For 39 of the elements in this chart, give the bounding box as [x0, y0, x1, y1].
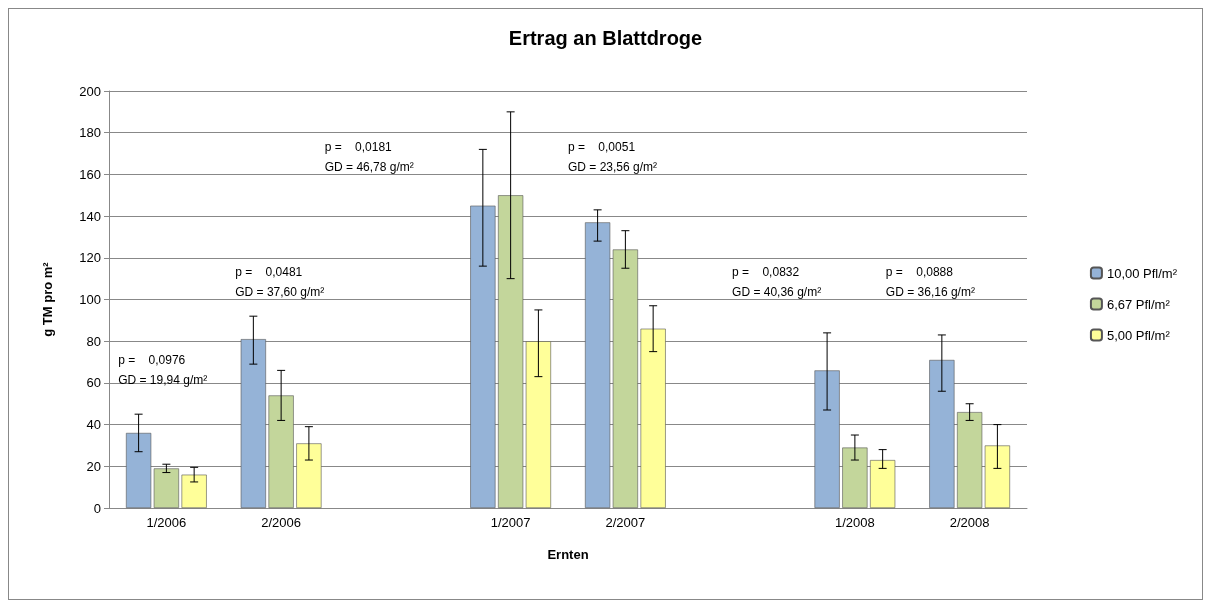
x-tick-label: 1/2008 [834, 515, 875, 530]
bar [240, 339, 266, 508]
annotation: p = 0,0051 GD = 23,56 g/m² [568, 139, 658, 174]
legend-label: 10,00 Pfl/m² [1106, 265, 1178, 281]
annotation: p = 0,0481 GD = 37,60 g/m² [235, 264, 325, 299]
annotation: p = 0,0181 GD = 46,78 g/m² [324, 139, 414, 174]
legend-label: 5,00 Pfl/m² [1106, 327, 1171, 343]
bar [470, 205, 496, 508]
y-tick-label: 180 [79, 125, 101, 141]
y-tick-label: 120 [79, 250, 101, 266]
bar [640, 328, 666, 508]
y-tick-label: 20 [86, 458, 101, 474]
y-tick-label: 60 [86, 375, 101, 391]
legend-label: 6,67 Pfl/m² [1106, 296, 1171, 312]
x-tick-label: 1/2006 [146, 515, 187, 530]
bar [929, 359, 955, 508]
x-tick-label: 2/2006 [261, 515, 302, 530]
y-tick-label: 80 [86, 333, 101, 349]
annotation: p = 0,0976 GD = 19,94 g/m² [118, 352, 208, 387]
bar [842, 447, 868, 508]
x-tick-label: 2/2008 [949, 515, 990, 530]
chart-title: Ertrag an Blattdroge [508, 27, 703, 49]
annotation: p = 0,0832 GD = 40,36 g/m² [732, 264, 822, 299]
bar [181, 474, 207, 508]
y-tick-label: 40 [86, 417, 101, 433]
bar [268, 395, 294, 508]
y-tick-label: 160 [79, 166, 101, 182]
y-tick-label: 200 [79, 83, 101, 99]
y-tick-label: 0 [93, 500, 101, 516]
x-tick-label: 1/2007 [490, 515, 531, 530]
annotation: p = 0,0888 GD = 36,16 g/m² [885, 264, 975, 299]
bar [296, 443, 322, 508]
x-axis-title: Ernten [547, 547, 589, 562]
bar [870, 460, 896, 508]
bar [814, 370, 840, 508]
y-axis-title: g TM pro m² [40, 261, 55, 337]
y-tick-label: 140 [79, 208, 101, 224]
y-tick-label: 100 [79, 292, 101, 307]
x-tick-label: 2/2007 [605, 515, 646, 530]
